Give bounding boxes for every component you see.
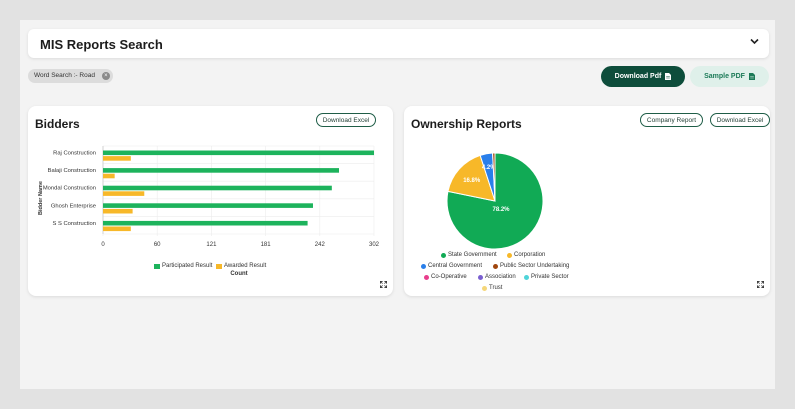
download-pdf-label: Download Pdf xyxy=(614,73,662,80)
legend-swatch xyxy=(507,252,512,258)
legend-label: Corporation xyxy=(514,252,546,258)
y-tick-label: Mondal Construction xyxy=(43,186,96,192)
x-tick-label: 121 xyxy=(206,242,217,248)
legend-awarded-swatch xyxy=(216,263,222,269)
pie-slice-label: 78.2% xyxy=(492,207,510,213)
download-pdf-button[interactable]: Download Pdf xyxy=(601,66,685,87)
legend-item[interactable]: Corporation xyxy=(507,252,545,258)
search-panel-header[interactable]: MIS Reports Search xyxy=(28,29,769,58)
search-panel-title: MIS Reports Search xyxy=(40,37,163,52)
x-tick-label: 181 xyxy=(261,242,272,248)
legend-item[interactable]: Public Sector Undertaking xyxy=(493,263,569,269)
awarded-bar[interactable] xyxy=(103,226,131,232)
legend-participated: Participated Result xyxy=(154,263,212,269)
legend-swatch xyxy=(441,252,446,258)
awarded-bar[interactable] xyxy=(103,156,131,161)
awarded-bar[interactable] xyxy=(103,208,133,214)
legend-label: Co-Operative xyxy=(431,274,467,280)
document-icon xyxy=(665,73,672,80)
filter-chip: Word Search :- Road × xyxy=(28,69,113,83)
legend-swatch xyxy=(478,274,483,280)
legend-swatch xyxy=(524,274,529,280)
bidders-y-axis-label: Bidder Name xyxy=(38,181,44,215)
y-tick-label: Raj Construction xyxy=(53,151,96,157)
ownership-download-excel-button[interactable]: Download Excel xyxy=(710,113,770,127)
legend-item[interactable]: Association xyxy=(478,274,516,280)
chevron-down-icon[interactable] xyxy=(750,38,759,45)
company-report-label: Company Report xyxy=(646,116,697,124)
y-tick-label: Ghosh Enterprise xyxy=(51,203,96,209)
bidders-download-excel-button[interactable]: Download Excel xyxy=(316,113,376,127)
bidders-x-axis-label: Count xyxy=(230,271,247,277)
pie-slice[interactable] xyxy=(447,154,496,202)
sample-pdf-label: Sample PDF xyxy=(704,73,745,80)
legend-participated-swatch xyxy=(154,263,160,269)
ownership-title: Ownership Reports xyxy=(411,117,522,131)
bidders-card: Bidders Download Excel Bidder Name Count… xyxy=(28,106,393,296)
bidders-download-excel-label: Download Excel xyxy=(322,116,370,124)
legend-awarded-label: Awarded Result xyxy=(224,263,267,269)
filter-chip-label: Word Search :- Road xyxy=(34,72,95,79)
legend-swatch xyxy=(493,263,498,269)
legend-swatch xyxy=(421,263,426,269)
pie-slice[interactable] xyxy=(492,152,496,202)
participated-bar[interactable] xyxy=(103,185,332,191)
expand-icon[interactable] xyxy=(380,281,387,288)
legend-label: Association xyxy=(485,274,516,280)
company-report-button[interactable]: Company Report xyxy=(640,113,703,127)
pie-slice-label: 4.2% xyxy=(482,165,496,171)
legend-label: Public Sector Undertaking xyxy=(500,263,570,269)
legend-label: Trust xyxy=(489,285,503,291)
legend-swatch xyxy=(482,285,487,291)
bidders-title: Bidders xyxy=(35,117,80,131)
x-tick-label: 242 xyxy=(315,242,326,248)
document-icon xyxy=(748,73,755,80)
participated-bar[interactable] xyxy=(103,150,374,156)
x-tick-label: 60 xyxy=(154,242,161,248)
participated-bar[interactable] xyxy=(103,220,308,226)
ownership-pie-chart: 78.2% 16.8% 4.2% xyxy=(446,152,544,250)
pie-slice-label: 16.8% xyxy=(463,178,481,184)
legend-item[interactable]: Private Sector xyxy=(524,274,569,280)
legend-swatch xyxy=(424,274,429,280)
participated-bar[interactable] xyxy=(103,203,313,208)
x-tick-label: 302 xyxy=(369,242,380,248)
y-tick-label: Balaji Construction xyxy=(48,168,96,174)
bidders-bar-chart: Bidder Name Count 0 60 121 181 242 302 Raj Con… xyxy=(38,145,380,277)
sample-pdf-button[interactable]: Sample PDF xyxy=(690,66,769,87)
awarded-bar[interactable] xyxy=(103,173,115,179)
legend-label: Central Government xyxy=(428,263,483,269)
ownership-card: Ownership Reports Company Report Downloa… xyxy=(404,106,770,296)
remove-filter-icon[interactable]: × xyxy=(101,72,110,80)
x-tick-label: 0 xyxy=(101,242,105,248)
legend-awarded: Awarded Result xyxy=(216,263,266,269)
awarded-bar[interactable] xyxy=(103,191,145,196)
legend-participated-label: Participated Result xyxy=(162,263,213,269)
legend-item[interactable]: Central Government xyxy=(421,263,482,269)
participated-bar[interactable] xyxy=(103,168,340,173)
ownership-download-excel-label: Download Excel xyxy=(716,116,764,124)
legend-item[interactable]: Co-Operative xyxy=(424,274,467,280)
y-tick-label: S S Construction xyxy=(53,221,97,227)
legend-item[interactable]: State Government xyxy=(441,252,497,258)
legend-item[interactable]: Trust xyxy=(482,285,502,291)
legend-label: State Government xyxy=(448,252,497,258)
legend-label: Private Sector xyxy=(531,274,569,280)
report-frame: MIS Reports Search Word Search :- Road ×… xyxy=(20,20,775,389)
expand-icon[interactable] xyxy=(757,281,764,288)
